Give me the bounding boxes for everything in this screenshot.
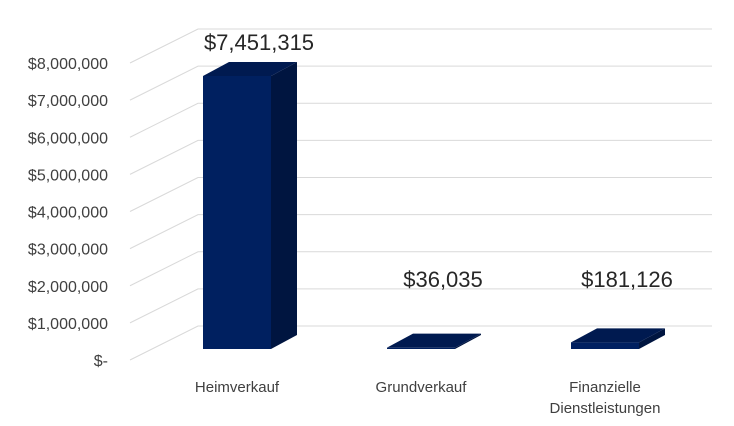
x-axis: Heimverkauf Grundverkauf Finanzielle Dienst…: [195, 379, 661, 417]
y-tick-label: $3,000,000: [28, 242, 108, 259]
bar-front: [387, 347, 455, 349]
gridline: [129, 214, 712, 250]
gridline: [129, 65, 712, 101]
y-tick-label: $5,000,000: [28, 167, 108, 184]
data-label: $7,451,315: [204, 30, 314, 55]
data-labels: $7,451,315 $36,035 $181,126: [204, 30, 673, 292]
bar: [571, 328, 665, 349]
bar: [203, 62, 297, 349]
bar-front: [203, 76, 271, 349]
gridline: [129, 102, 712, 138]
y-tick-label: $8,000,000: [28, 56, 108, 73]
y-tick-label: $2,000,000: [28, 279, 108, 296]
gridline: [129, 325, 712, 361]
bar-top: [571, 328, 665, 343]
bar-top: [203, 62, 297, 76]
grid-layer: [129, 28, 712, 361]
gridline: [129, 177, 712, 212]
data-label: $36,035: [403, 267, 483, 292]
bars: [203, 62, 665, 349]
x-tick-label: Finanzielle Dienstleistungen: [550, 379, 661, 417]
data-label: $181,126: [581, 267, 673, 292]
y-tick-label: $1,000,000: [28, 316, 108, 333]
x-tick-label: Grundverkauf: [376, 379, 468, 396]
bar-front: [571, 342, 639, 349]
x-tick-label: Heimverkauf: [195, 379, 280, 396]
y-tick-label: $-: [94, 353, 108, 370]
y-tick-label: $4,000,000: [28, 205, 108, 222]
y-tick-label: $7,000,000: [28, 93, 108, 110]
y-axis: $- $1,000,000 $2,000,000 $3,000,000 $4,000,0…: [28, 56, 108, 370]
bar-side: [639, 328, 665, 349]
gridline: [129, 139, 712, 175]
bar-side: [455, 333, 481, 349]
gridline: [129, 251, 712, 287]
gridline: [129, 288, 712, 324]
y-tick-label: $6,000,000: [28, 130, 108, 147]
gridline: [129, 28, 712, 64]
bar-top: [387, 333, 481, 348]
bar: [387, 333, 481, 349]
bar-side: [271, 62, 297, 349]
